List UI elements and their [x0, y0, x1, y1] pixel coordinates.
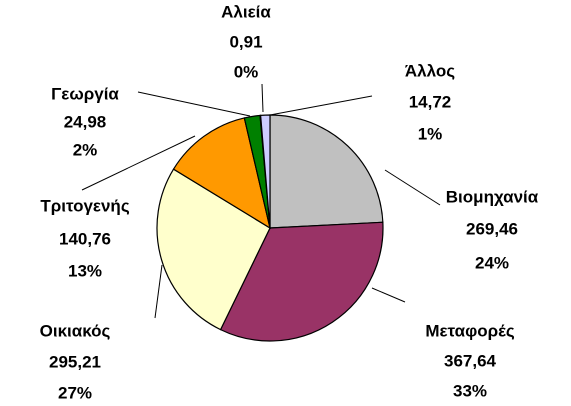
category-label: Μεταφορές	[425, 321, 515, 340]
value-label: 140,76	[59, 229, 111, 248]
category-label: Βιομηχανία	[446, 187, 539, 206]
leader-line	[137, 91, 251, 117]
category-label: Οικιακός	[40, 321, 111, 340]
percent-label: 27%	[58, 383, 92, 402]
leader-line	[269, 95, 373, 116]
value-label: 269,46	[466, 219, 518, 238]
category-label: Γεωργία	[51, 84, 119, 103]
percent-label: 24%	[475, 253, 509, 272]
category-label: Αλιεία	[221, 2, 271, 21]
value-label: 295,21	[49, 352, 101, 371]
value-label: 0,91	[229, 32, 262, 51]
percent-label: 2%	[73, 140, 98, 159]
leader-line	[371, 287, 406, 303]
leader-line	[81, 135, 196, 191]
value-label: 14,72	[409, 92, 452, 111]
percent-label: 0%	[234, 62, 259, 81]
pie-slice	[156, 168, 271, 331]
labels: Βιομηχανία 269,46 24% Μεταφορές 367,64 33% Οικ…	[40, 2, 539, 402]
value-label: 24,98	[64, 112, 107, 131]
leader-line	[261, 83, 264, 113]
category-label: Άλλος	[405, 61, 455, 80]
pie	[156, 114, 384, 342]
leader-line	[154, 264, 163, 319]
leader-line	[384, 169, 441, 206]
value-label: 367,64	[444, 351, 497, 370]
category-label: Τριτογενής	[40, 196, 129, 215]
pie-slice	[259, 114, 271, 229]
percent-label: 1%	[418, 124, 443, 143]
pie-slice	[219, 221, 384, 342]
pie-slice	[172, 117, 271, 230]
pie-slice	[269, 114, 384, 229]
percent-label: 13%	[68, 261, 102, 280]
percent-label: 33%	[453, 381, 487, 400]
